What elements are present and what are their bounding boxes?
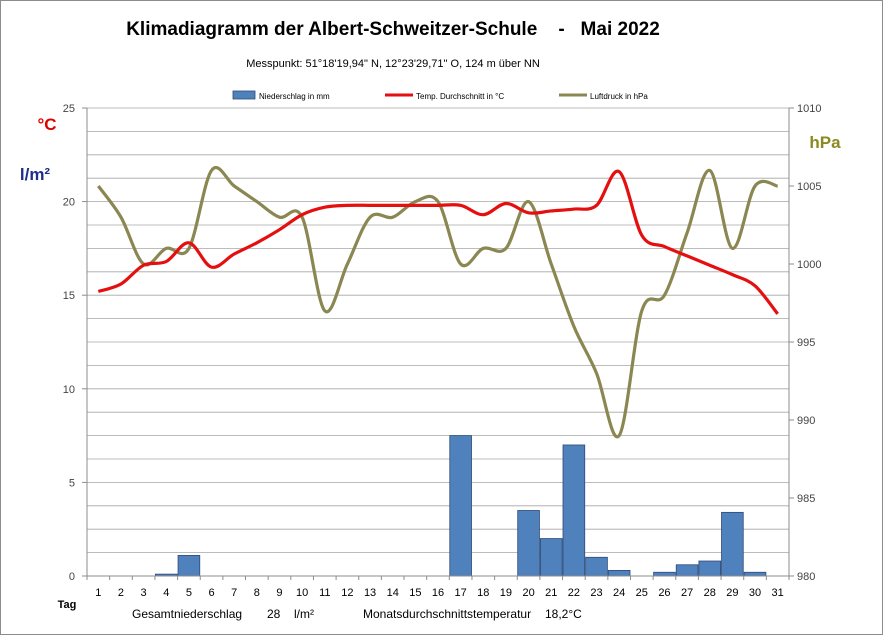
legend-label-precip: Niederschlag in mm: [259, 92, 330, 101]
x-tick-label: 30: [749, 587, 761, 599]
legend: Niederschlag in mm Temp. Durchschnitt in …: [232, 90, 648, 101]
x-tick-label: 13: [364, 587, 376, 599]
x-tick-label: 16: [432, 587, 444, 599]
x-tick-label: 14: [387, 587, 399, 599]
precip-bar: [585, 556, 608, 577]
x-tick-label: 31: [772, 587, 784, 599]
x-tick-label: 3: [141, 587, 147, 599]
chart-title: Klimadiagramm der Albert-Schweitzer-Schu…: [126, 19, 660, 40]
y-left-tick-label: 0: [69, 571, 75, 583]
y-left-tick-label: 15: [63, 290, 75, 302]
footer-avg-label: Monatsdurchschnittstemperatur: [363, 607, 531, 621]
precip-bar: [698, 560, 722, 577]
legend-label-pressure: Luftdruck in hPa: [590, 92, 648, 101]
unit-temp-label: °C: [37, 115, 56, 134]
x-tick-label: 15: [409, 587, 421, 599]
x-tick-label: 23: [590, 587, 602, 599]
precip-bar: [607, 569, 631, 577]
unit-pressure-label: hPa: [809, 133, 841, 152]
chart-subtitle: Messpunkt: 51°18'19,94" N, 12°23'29,71" …: [246, 58, 540, 70]
y-right-tick-label: 985: [797, 493, 815, 505]
precip-bar: [653, 571, 676, 577]
y-right-tick-label: 995: [797, 337, 815, 349]
y-right-tick-label: 990: [797, 415, 815, 427]
x-tick-label: 28: [704, 587, 716, 599]
precip-bar: [675, 564, 699, 577]
precip-bar: [177, 555, 201, 577]
x-tick-label: 18: [477, 587, 489, 599]
precip-bar: [539, 538, 563, 577]
y-left-tick-label: 20: [63, 197, 75, 209]
precip-bar: [721, 511, 744, 577]
y-right-tick-label: 980: [797, 571, 815, 583]
x-tick-label: 2: [118, 587, 124, 599]
precip-bar: [449, 435, 472, 577]
y-left-tick-label: 5: [69, 477, 75, 489]
x-tick-label: 10: [296, 587, 308, 599]
x-tick-label: 25: [636, 587, 648, 599]
x-tick-label: 27: [681, 587, 693, 599]
x-tick-label: 4: [163, 587, 169, 599]
precip-bar: [562, 444, 586, 577]
precip-bar: [517, 510, 540, 577]
x-tick-label: 24: [613, 587, 625, 599]
footer-total-unit: l/m²: [294, 607, 314, 621]
x-tick-label: 7: [231, 587, 237, 599]
x-tick-label: 11: [319, 587, 330, 599]
x-tick-label: 19: [500, 587, 512, 599]
y-left-tick-label: 10: [63, 384, 75, 396]
x-axis-label: Tag: [58, 599, 77, 611]
x-tick-label: 5: [186, 587, 192, 599]
x-tick-label: 29: [726, 587, 738, 599]
legend-swatch-precip: [232, 90, 256, 100]
footer-avg-value: 18,2°C: [545, 607, 582, 621]
temperature-line: [97, 169, 779, 315]
gridlines: [87, 107, 789, 577]
pressure-line: [97, 166, 779, 439]
series-lines: [97, 166, 779, 439]
x-tick-label: 26: [658, 587, 670, 599]
x-tick-label: 9: [276, 587, 282, 599]
x-tick-label: 1: [95, 587, 101, 599]
precip-bar: [743, 571, 767, 577]
legend-label-temp: Temp. Durchschnitt in °C: [416, 92, 504, 101]
x-tick-label: 22: [568, 587, 580, 599]
x-tick-label: 21: [545, 587, 557, 599]
x-tick-label: 6: [208, 587, 214, 599]
y-right-tick-label: 1000: [797, 259, 821, 271]
footer-total-label: Gesamtniederschlag: [132, 607, 242, 621]
y-right-tick-label: 1005: [797, 181, 821, 193]
unit-precip-label: l/m²: [20, 165, 51, 184]
y-right-tick-label: 1010: [797, 103, 821, 115]
precip-bars: [154, 435, 767, 577]
x-tick-label: 8: [254, 587, 260, 599]
footer-total-value: 28: [267, 607, 281, 621]
x-tick-label: 17: [455, 587, 467, 599]
y-left-tick-label: 25: [63, 103, 75, 115]
x-tick-label: 20: [522, 587, 534, 599]
x-tick-label: 12: [341, 587, 353, 599]
